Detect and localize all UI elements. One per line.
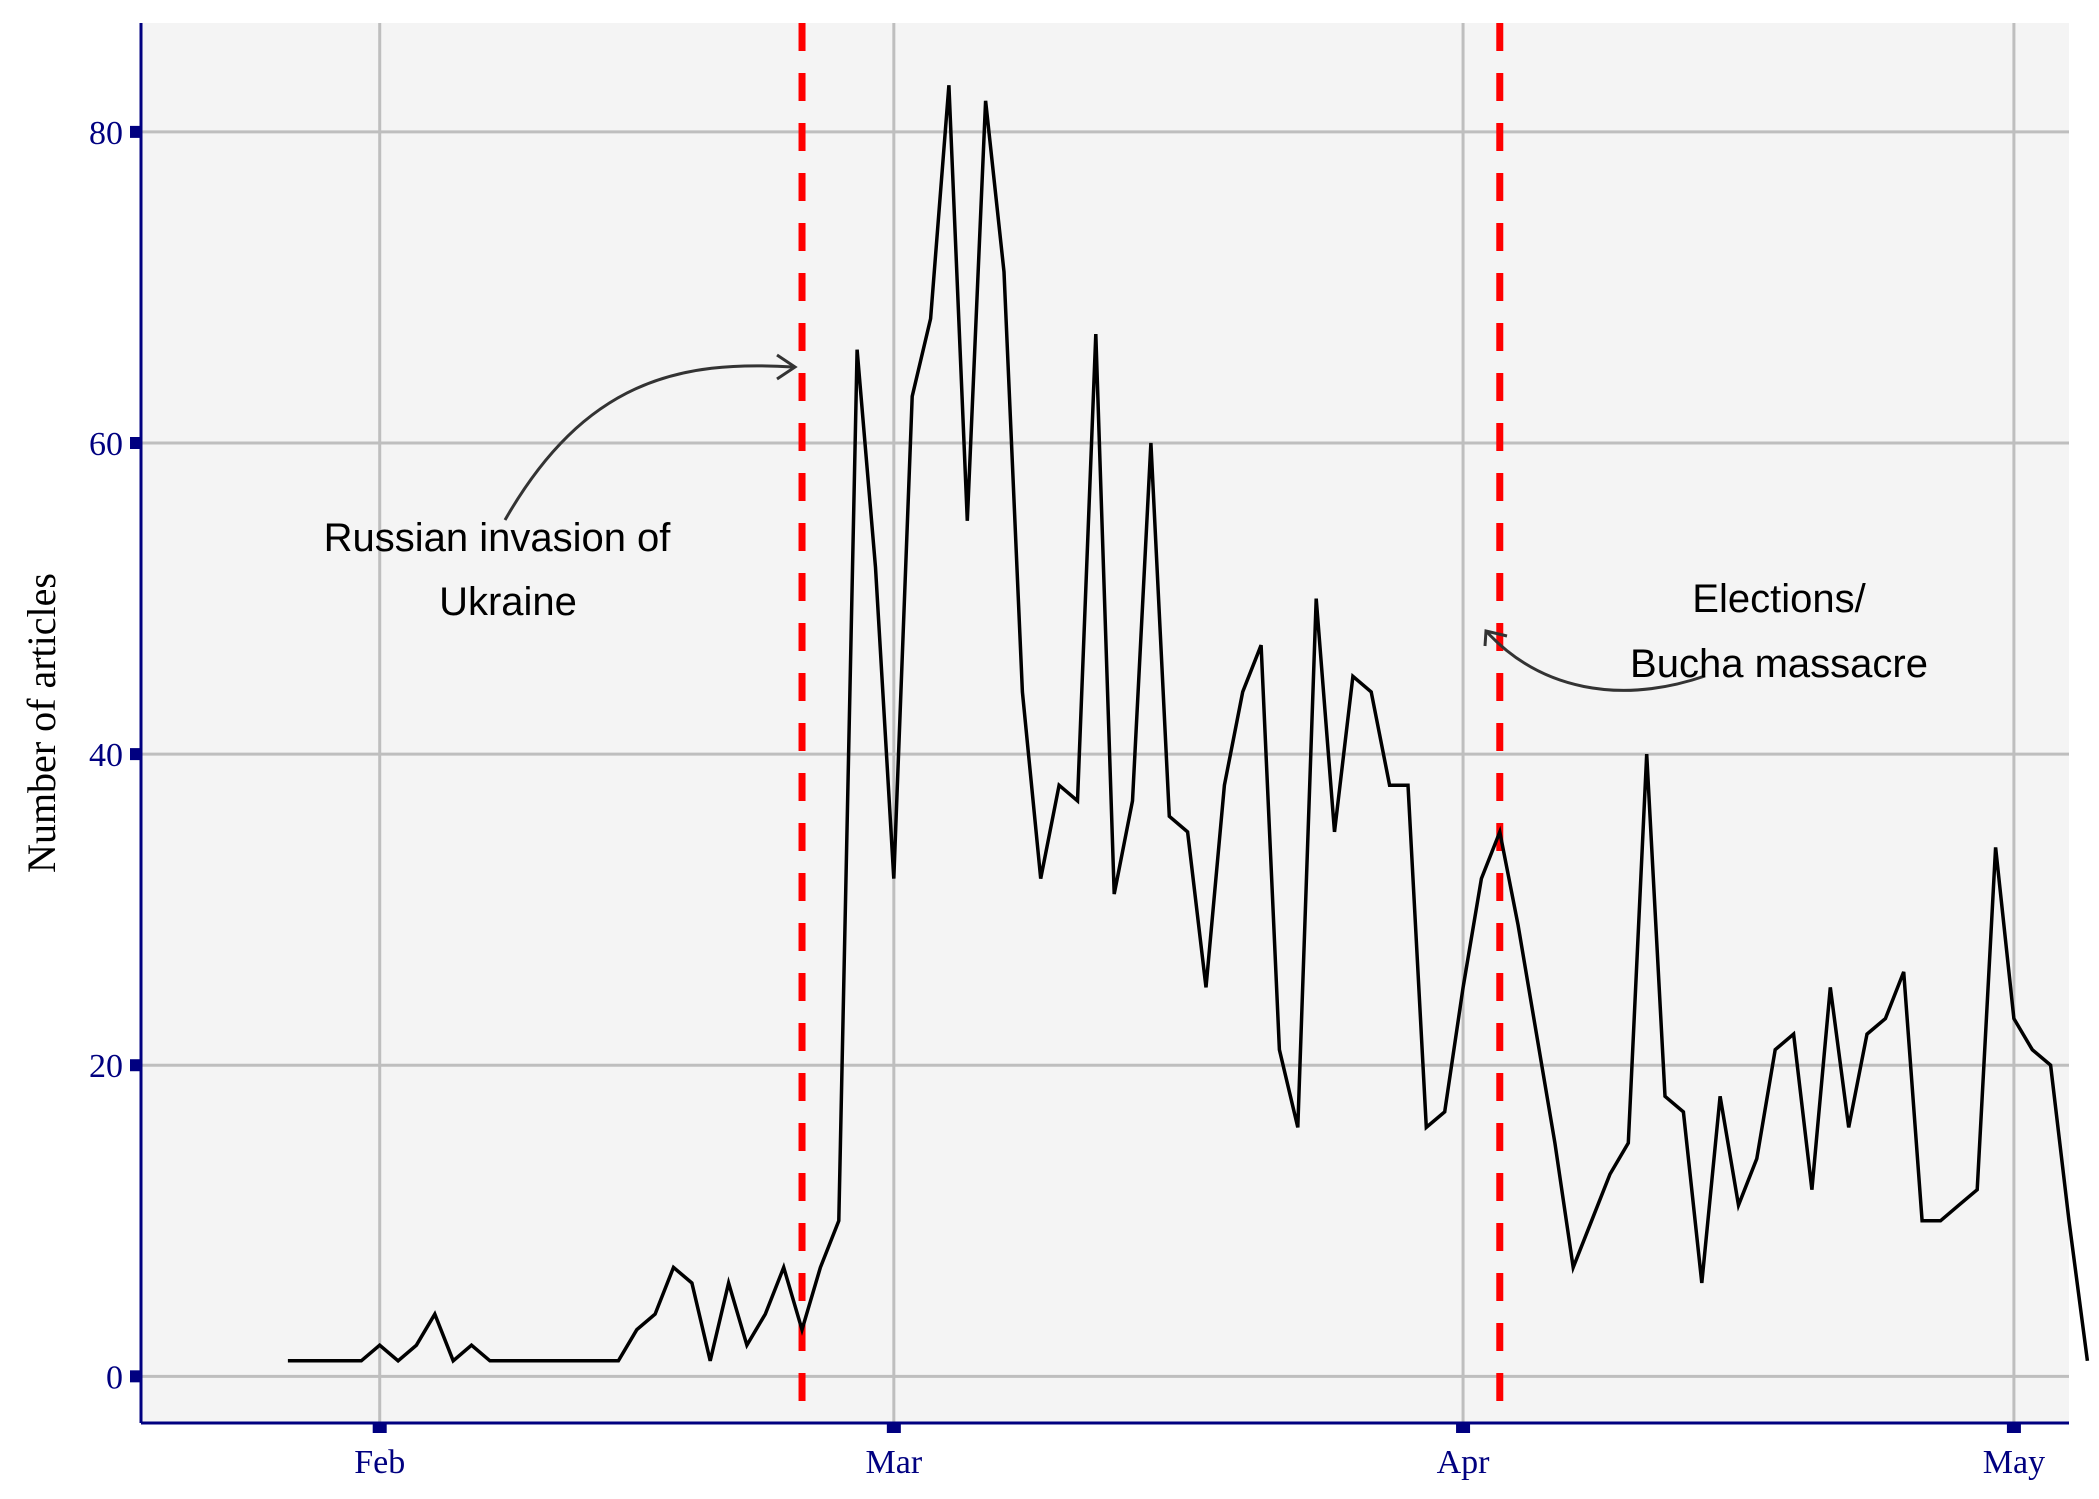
- y-tick-mark-0: [130, 1370, 141, 1383]
- y-axis-title: Number of articles: [19, 573, 64, 873]
- y-tick-label-40: 40: [89, 737, 123, 774]
- annotation-invasion-line1: Russian invasion of: [324, 516, 672, 560]
- x-tick-mark-feb: [372, 1423, 387, 1433]
- x-tick-label-may: May: [1983, 1444, 2045, 1481]
- y-tick-label-80: 80: [89, 115, 123, 152]
- arrowhead-invasion-icon: [776, 353, 798, 381]
- y-tick-label-60: 60: [89, 426, 123, 463]
- y-tick-mark-40: [130, 748, 141, 761]
- x-tick-label-feb: Feb: [354, 1444, 405, 1481]
- x-tick-label-apr: Apr: [1437, 1444, 1491, 1481]
- axes: [139, 23, 2069, 1425]
- annotation-elections-line1: Elections/: [1692, 577, 1866, 621]
- event-lines: [798, 23, 1504, 1423]
- annotation-elections-line2: Bucha massacre: [1630, 642, 1928, 686]
- annotation-invasion-line2: Ukraine: [439, 580, 577, 624]
- y-tick-mark-60: [130, 437, 141, 449]
- arrowhead-elections-icon: [1483, 629, 1508, 647]
- arrow-invasion: [503, 364, 794, 521]
- x-tick-label-mar: Mar: [866, 1444, 923, 1481]
- y-tick-label-0: 0: [106, 1359, 123, 1396]
- x-tick-mark-may: [2006, 1423, 2021, 1433]
- x-tick-mark-mar: [886, 1423, 901, 1433]
- y-tick-mark-20: [130, 1059, 141, 1072]
- arrow-elections: [1484, 629, 1706, 692]
- y-tick-mark-80: [130, 125, 141, 138]
- x-tick-mark-apr: [1456, 1423, 1471, 1433]
- grid-lines: [141, 23, 2069, 1423]
- y-tick-label-20: 20: [89, 1048, 123, 1085]
- plot-panel: [141, 23, 2069, 1423]
- tick-labels: 0 20 40 60 80 Feb Mar Apr May: [89, 115, 2045, 1481]
- data-points: [287, 85, 2088, 1361]
